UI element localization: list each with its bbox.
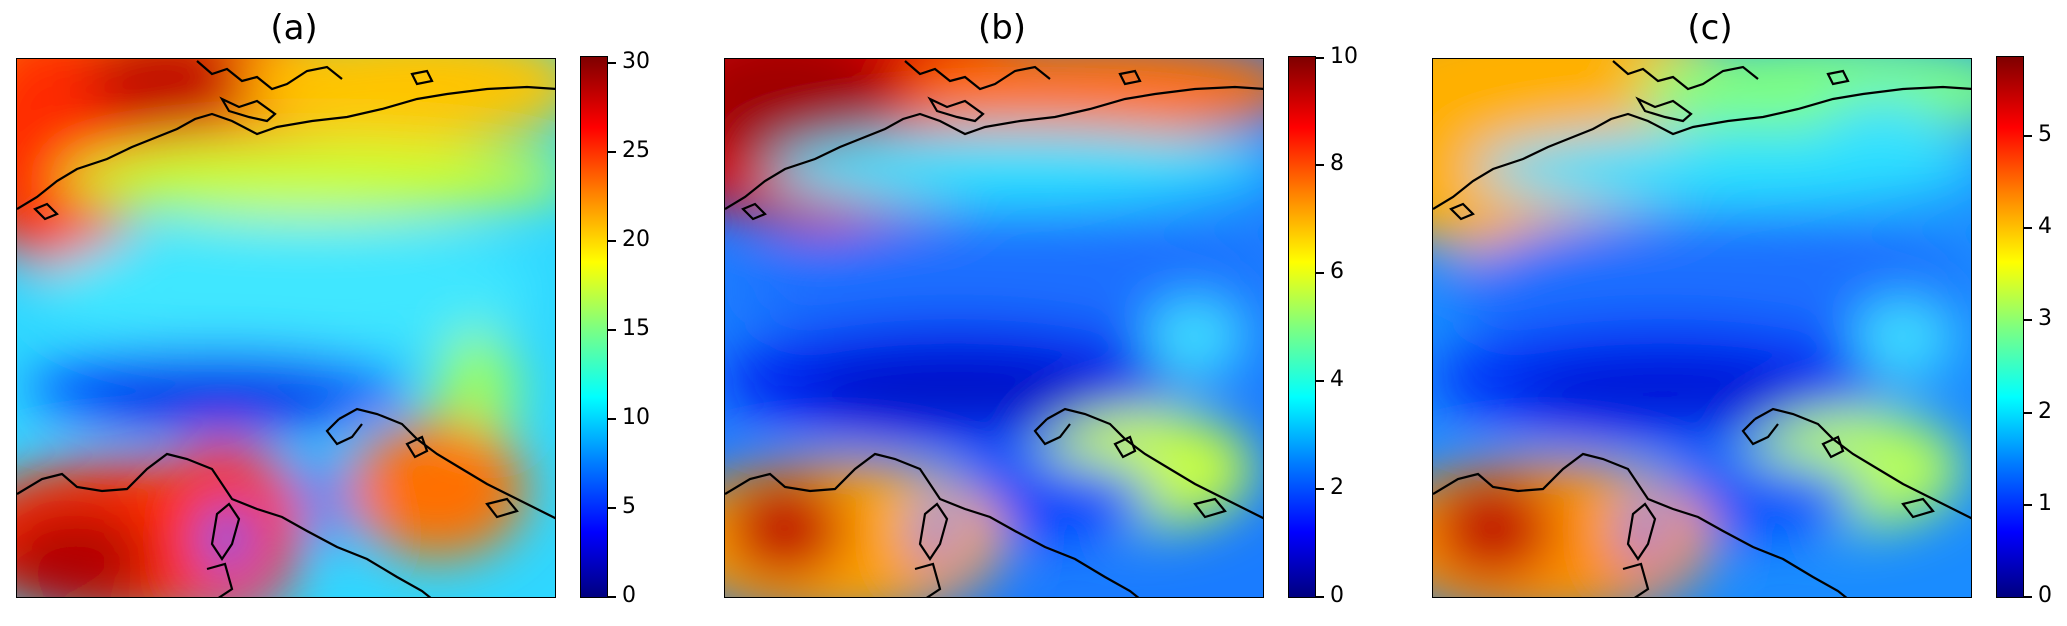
map-c-field bbox=[1433, 59, 1971, 597]
colorbar-c-ticks: 0 1 2 3 4 5 bbox=[1996, 56, 2067, 607]
panel-a: (a) bbox=[0, 0, 700, 626]
tick-label: 4 bbox=[1330, 367, 1344, 392]
tick-label: 5 bbox=[622, 494, 636, 519]
tick-label: 6 bbox=[1330, 259, 1344, 284]
tick-label: 2 bbox=[1330, 475, 1344, 500]
panel-c: (c) bbox=[1416, 0, 2067, 626]
tick-label: 10 bbox=[1330, 44, 1358, 69]
colorbar-a bbox=[580, 56, 608, 598]
tick-label: 30 bbox=[622, 49, 650, 74]
tick-label: 4 bbox=[2038, 214, 2052, 239]
map-b-field bbox=[725, 59, 1263, 597]
colorbar-b bbox=[1288, 56, 1316, 598]
tick-label: 20 bbox=[622, 227, 650, 252]
map-a-field bbox=[17, 59, 555, 597]
tick-label: 8 bbox=[1330, 151, 1344, 176]
tick-label: 0 bbox=[622, 583, 636, 608]
tick-label: 5 bbox=[2038, 122, 2052, 147]
tick-label: 1 bbox=[2038, 491, 2052, 516]
panel-title: (a) bbox=[270, 8, 318, 48]
panel-title: (b) bbox=[977, 8, 1027, 48]
colorbar-c bbox=[1996, 56, 2024, 598]
colorbar-b-ticks: 0 2 4 6 8 10 bbox=[1288, 46, 1388, 607]
tick-label: 15 bbox=[622, 316, 650, 341]
tick-label: 10 bbox=[622, 405, 650, 430]
colorbar-a-ticks: 0 5 10 15 20 25 30 bbox=[580, 51, 680, 607]
map-a bbox=[16, 58, 556, 598]
panel-title: (c) bbox=[1687, 8, 1733, 48]
map-c bbox=[1432, 58, 1972, 598]
panel-b: (b) bbox=[708, 0, 1408, 626]
map-b bbox=[724, 58, 1264, 598]
tick-label: 2 bbox=[2038, 399, 2052, 424]
tick-label: 0 bbox=[1330, 583, 1344, 608]
tick-label: 0 bbox=[2038, 583, 2052, 608]
tick-label: 25 bbox=[622, 138, 650, 163]
tick-label: 3 bbox=[2038, 306, 2052, 331]
